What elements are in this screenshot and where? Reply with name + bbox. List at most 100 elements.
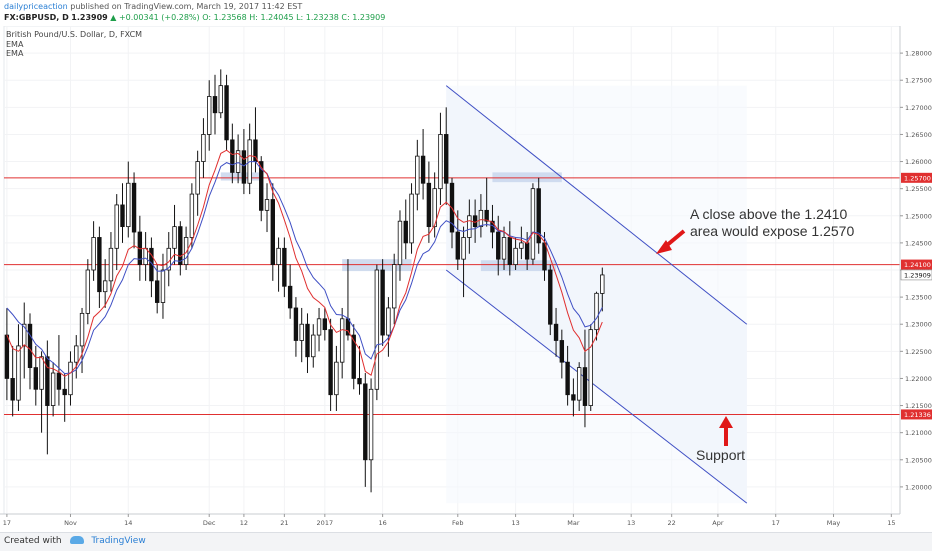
price-tick-label-0: 1.28000	[905, 50, 932, 58]
candle-body-61	[357, 378, 362, 385]
candle-55	[322, 307, 328, 341]
candle-35	[207, 80, 212, 151]
candle-3	[22, 302, 27, 379]
ema-lines	[6, 149, 603, 377]
time-tick-label-2: 14	[124, 519, 132, 527]
candle-body-6	[39, 356, 44, 390]
annotation-text-line2: area would expose 1.2570	[690, 223, 854, 239]
time-tick-label-16: 15	[887, 519, 895, 527]
price-label-bg-2	[900, 269, 932, 281]
candle-82	[478, 194, 484, 238]
time-tick-label-7: 16	[378, 519, 386, 527]
candle-58	[339, 307, 345, 379]
candle-36	[212, 74, 218, 135]
candle-body-74	[432, 188, 437, 228]
candle-body-76	[444, 134, 449, 184]
price-label-3: 1.21336	[904, 411, 931, 419]
candle-body-54	[316, 318, 322, 336]
candle-103	[600, 267, 605, 312]
time-axis[interactable]: 17 Nov 14 Dec 12 21 2017 16 Feb 13 Mar 13 22 Apr 17 May…	[0, 513, 932, 532]
time-tick-label-5: 21	[280, 519, 288, 527]
price-label-0: 1.25700	[904, 174, 931, 182]
time-tick-label-3: Dec	[203, 519, 216, 527]
candle-101	[588, 324, 593, 411]
candle-67	[392, 253, 397, 325]
candle-21	[126, 161, 131, 238]
resistance-arrow-head	[656, 240, 672, 254]
candle-4	[27, 313, 33, 390]
candle-60	[351, 324, 356, 390]
time-tick-label-10: Mar	[567, 519, 580, 527]
candle-65	[380, 259, 385, 346]
time-tick-label-8: Feb	[452, 519, 464, 527]
price-chart[interactable]: A close above the 1.2410 area would expo…	[0, 26, 932, 532]
candle-body-89	[519, 242, 524, 249]
time-tick-label-13: Apr	[712, 519, 724, 527]
price-label-bg-3	[901, 409, 932, 420]
footer-text: Created with TradingView	[4, 536, 146, 546]
candle-body-73	[426, 182, 432, 228]
candle-100	[582, 329, 588, 428]
zone-0	[220, 172, 262, 181]
candle-body-70	[409, 193, 414, 244]
candle-37	[218, 69, 223, 119]
candle-body-100	[582, 367, 588, 406]
candle-96	[559, 329, 565, 379]
zone-2	[492, 172, 562, 183]
candle-53	[311, 324, 316, 368]
price-tick-label-15: 1.20500	[905, 456, 932, 464]
candle-92	[536, 177, 541, 254]
candle-body-12	[74, 345, 79, 363]
candle-body-5	[33, 367, 38, 390]
candle-0	[4, 307, 10, 401]
candle-99	[576, 362, 582, 411]
channel-upper-line	[445, 85, 748, 325]
candle-body-22	[131, 182, 137, 233]
candle-body-95	[553, 323, 559, 341]
chart-header: dailypriceaction published on TradingVie…	[0, 0, 932, 26]
price-label-2: 1.23909	[904, 271, 931, 279]
candle-body-37	[218, 85, 223, 114]
candle-22	[131, 172, 137, 249]
candle-body-103	[600, 274, 605, 294]
candle-body-55	[322, 318, 328, 331]
candle-body-47	[276, 247, 281, 265]
price-tick-label-5: 1.25500	[905, 185, 932, 193]
candle-19	[114, 194, 119, 270]
candle-52	[305, 313, 310, 374]
candle-body-88	[513, 247, 518, 265]
candle-body-68	[397, 220, 403, 265]
candle-body-29	[172, 226, 177, 249]
tradingview-brand[interactable]: TradingView	[91, 536, 146, 546]
candle-31	[183, 226, 189, 270]
time-tick-label-15: May	[827, 519, 841, 527]
candle-body-32	[189, 193, 195, 238]
candle-88	[513, 237, 518, 270]
candle-40	[235, 134, 241, 184]
support-arrow-icon	[719, 416, 733, 446]
candle-62	[363, 373, 368, 487]
price-tick-label-14: 1.21000	[905, 429, 932, 437]
candle-97	[565, 345, 570, 406]
author-link[interactable]: dailypriceaction	[4, 2, 68, 11]
time-tick-label-11: 13	[627, 519, 635, 527]
ema-legend-2: EMA	[6, 49, 24, 58]
footer-bar: Created with TradingView	[0, 532, 932, 551]
candle-7	[45, 340, 50, 455]
candle-body-71	[415, 155, 420, 195]
candle-body-26	[154, 280, 160, 303]
candle-body-34	[201, 134, 206, 162]
candle-5	[33, 345, 38, 406]
candle-1	[10, 345, 15, 417]
candle-102	[594, 291, 599, 341]
price-axis[interactable]: 1.28000 1.27500 1.27000 1.26500 1.26000 1.255…	[899, 26, 932, 514]
last-price: 1.23909	[71, 13, 108, 22]
candle-12	[74, 335, 79, 379]
candle-body-63	[368, 388, 374, 461]
candle-body-93	[542, 242, 547, 271]
publish-info: dailypriceaction published on TradingVie…	[4, 2, 302, 12]
candle-49	[287, 264, 293, 319]
arrows	[656, 229, 733, 446]
candle-9	[56, 335, 62, 406]
candle-15	[91, 221, 96, 281]
